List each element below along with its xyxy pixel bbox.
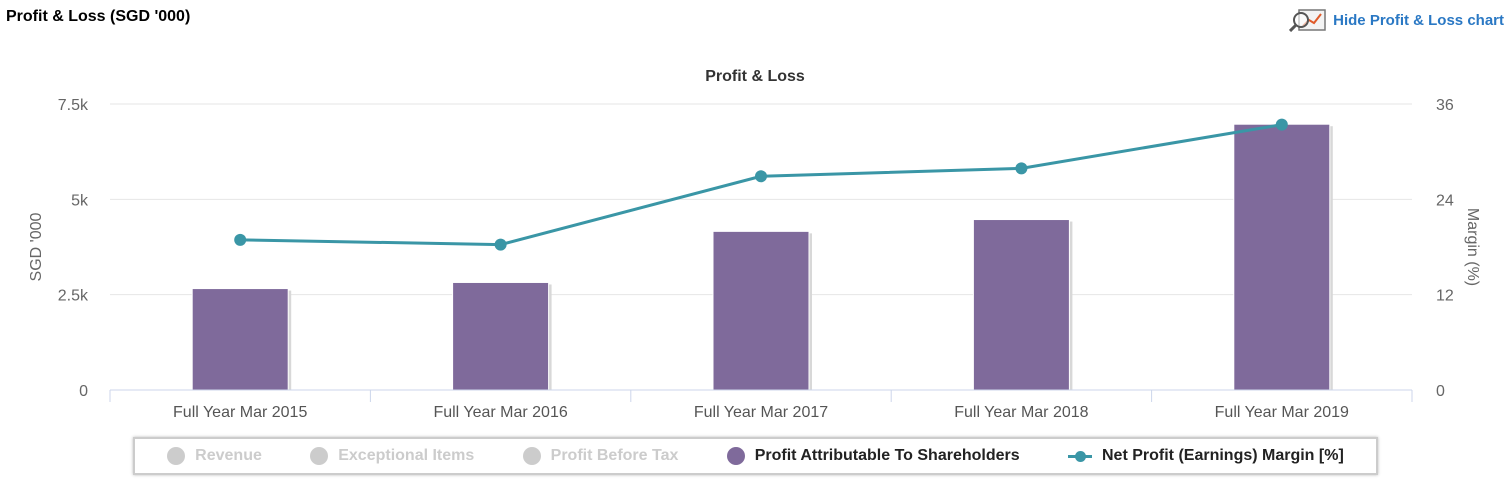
hide-chart-label: Hide Profit & Loss chart [1333,11,1504,29]
x-tick-label: Full Year Mar 2019 [1215,404,1349,421]
legend-label: Profit Attributable To Shareholders [754,447,1020,464]
y-tick-label: 2.5k [58,288,89,305]
y-tick-label: 7.5k [58,97,89,114]
bar [452,281,550,391]
legend-item[interactable]: Revenue [167,447,262,465]
bar [1233,123,1331,391]
legend-circle-icon [522,447,541,465]
bar-shadow [455,284,552,390]
bar-shadow [716,233,812,390]
y2-tick-label: 0 [1436,383,1445,400]
bar-shadow [195,290,292,390]
chart-legend: Revenue Exceptional Items Profit Before Ta… [133,437,1378,475]
legend-label: Net Profit (Earnings) Margin [%] [1102,447,1344,464]
legend-label: Profit Before Tax [550,447,679,464]
y-axis-title: SGD '000 [28,212,45,281]
legend-label: Exceptional Items [338,447,475,464]
hide-chart-link[interactable]: Hide Profit & Loss chart [1289,8,1504,32]
bar [191,288,289,391]
legend-line-icon [1068,450,1092,462]
x-tick-label: Full Year Mar 2016 [433,404,567,421]
y2-tick-label: 12 [1436,288,1454,305]
bar [972,219,1070,391]
margin-point [234,233,247,246]
y-tick-label: 0 [79,383,88,400]
margin-line [240,123,1283,247]
margin-point [1015,162,1028,175]
x-tick-label: Full Year Mar 2017 [694,404,828,421]
legend-circle-icon [167,447,186,465]
section-title: Profit & Loss (SGD '000) [6,8,191,25]
legend-item[interactable]: Profit Attributable To Shareholders [726,447,1020,465]
legend-circle-icon [310,447,329,465]
margin-point [755,170,767,183]
y2-tick-label: 24 [1436,192,1454,209]
y2-axis-title: Margin (%) [1464,208,1481,286]
legend-item[interactable]: Exceptional Items [310,447,474,465]
legend-item[interactable]: Net Profit (Earnings) Margin [%] [1068,447,1344,465]
chart-magnifier-icon [1289,9,1326,32]
y2-tick-label: 36 [1436,97,1454,114]
legend-item[interactable]: Profit Before Tax [522,447,679,465]
x-tick-label: Full Year Mar 2018 [954,404,1088,421]
y-tick-label: 5k [71,192,89,209]
bar-shadow [1236,126,1333,390]
legend-label: Revenue [195,447,262,464]
x-tick-label: Full Year Mar 2015 [173,404,307,421]
bar [712,230,810,391]
chart-title: Profit & Loss [705,68,805,85]
legend-circle-icon [726,447,745,465]
bar-shadow [976,221,1073,390]
margin-point [494,238,507,251]
margin-point [1275,118,1288,131]
